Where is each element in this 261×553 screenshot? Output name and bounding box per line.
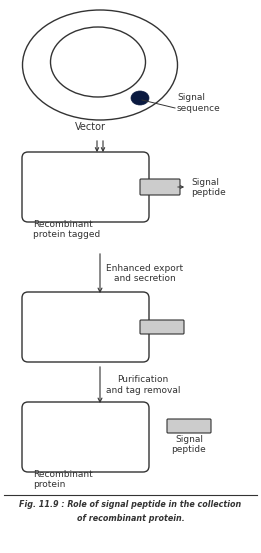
Text: Recombinant
protein tagged: Recombinant protein tagged xyxy=(33,220,100,239)
Text: Signal
peptide: Signal peptide xyxy=(191,178,226,197)
Text: Recombinant
protein: Recombinant protein xyxy=(33,470,93,489)
FancyBboxPatch shape xyxy=(140,320,184,334)
Text: Signal
sequence: Signal sequence xyxy=(177,93,221,113)
Text: Vector: Vector xyxy=(74,122,105,132)
FancyBboxPatch shape xyxy=(22,292,149,362)
FancyBboxPatch shape xyxy=(22,402,149,472)
Text: Signal
peptide: Signal peptide xyxy=(172,435,206,455)
FancyBboxPatch shape xyxy=(167,419,211,433)
Text: Purification
and tag removal: Purification and tag removal xyxy=(106,375,181,395)
Ellipse shape xyxy=(131,91,149,105)
Text: of recombinant protein.: of recombinant protein. xyxy=(77,514,184,523)
Text: Fig. 11.9 : Role of signal peptide in the collection: Fig. 11.9 : Role of signal peptide in th… xyxy=(19,500,242,509)
FancyBboxPatch shape xyxy=(22,152,149,222)
FancyBboxPatch shape xyxy=(140,179,180,195)
Text: Enhanced export
and secretion: Enhanced export and secretion xyxy=(106,264,183,283)
